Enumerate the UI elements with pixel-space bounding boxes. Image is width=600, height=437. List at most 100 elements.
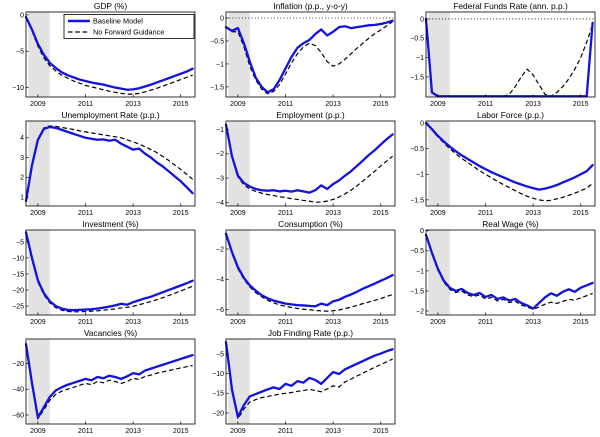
x-tick-label: 2013 — [125, 428, 141, 435]
x-tick-label: 2013 — [525, 319, 541, 326]
recession-band — [28, 339, 50, 424]
y-tick-label: −1.5 — [410, 197, 424, 204]
y-tick-label: 2 — [20, 175, 24, 182]
y-tick-label: −5 — [216, 351, 224, 358]
chart-title: Inflation (p.p., y-o-y) — [273, 1, 348, 11]
x-tick-label: 2011 — [478, 210, 493, 217]
x-tick-label: 2015 — [573, 101, 589, 108]
series-no-forward-guidance — [425, 234, 593, 310]
y-tick-label: 0 — [420, 16, 424, 23]
subplot-unemployment-rate-p-p: 2009 2011 2013 2015 4 3 2 1 Unemployment Rate (p… — [0, 110, 200, 219]
y-tick-label: −1 — [216, 127, 224, 134]
series-no-forward-guidance — [25, 232, 193, 313]
chart-title: Federal Funds Rate (ann. p.p.) — [453, 1, 568, 11]
series-no-forward-guidance — [425, 18, 594, 97]
y-tick-label: −20 — [212, 410, 224, 417]
recession-band — [428, 12, 450, 97]
subplot-labor-force-p-p: 2009 2011 2013 2015 0 −0.5 −1 −1.5 Labor Force (… — [400, 110, 600, 219]
x-tick-label: 2009 — [230, 210, 246, 217]
series-baseline-model — [224, 123, 394, 194]
chart-title: Real Wage (%) — [482, 219, 539, 229]
subplot-inflation-p-p-y-o-y: 2009 2011 2013 2015 0 −0.5 −1 −1.5 Inflation (p.… — [200, 1, 400, 110]
series-no-forward-guidance — [25, 344, 193, 420]
y-tick-label: −0.5 — [410, 146, 424, 153]
x-tick-label: 2015 — [373, 319, 389, 326]
chart-investment: 2009 2011 2013 2015 −5 −10 −15 −20 −25 Investment… — [12, 219, 196, 326]
x-tick-label: 2013 — [125, 210, 141, 217]
chart-title: Unemployment Rate (p.p.) — [61, 110, 159, 120]
x-tick-label: 2015 — [373, 428, 389, 435]
x-tick-label: 2009 — [30, 319, 46, 326]
y-tick-label: −2 — [216, 151, 224, 158]
y-tick-label: −1 — [416, 268, 424, 275]
y-tick-label: −0.5 — [410, 36, 424, 43]
legend-baseline-label: Baseline Model — [93, 16, 143, 25]
x-tick-label: 2009 — [430, 101, 446, 108]
chart-inflation-p-p-y-o-y: 2009 2011 2013 2015 0 −0.5 −1 −1.5 Inflation (p.… — [210, 1, 396, 108]
legend-box — [63, 14, 195, 39]
series-no-forward-guidance — [225, 124, 393, 203]
y-tick-label: −25 — [12, 303, 24, 310]
chart-gdp: 2009 2011 2013 2015 0 −5 −10 GDP (%) Baseline Mo… — [12, 1, 196, 108]
x-tick-label: 2013 — [325, 101, 341, 108]
subplot-job-finding-rate-p-p: 2009 2011 2013 2015 −5 −10 −15 −20 Job Finding R… — [200, 328, 400, 437]
y-tick-label: −0.5 — [410, 248, 424, 255]
y-tick-label: −4 — [216, 200, 224, 207]
axes-box — [225, 11, 396, 98]
x-tick-label: 2015 — [573, 210, 589, 217]
y-tick-label: −15 — [12, 271, 24, 278]
chart-title: Investment (%) — [82, 219, 139, 229]
subplot-real-wage: 2009 2011 2013 2015 0 −0.5 −1 −1.5 −2 Real Wage (… — [400, 219, 600, 328]
x-tick-label: 2013 — [125, 101, 141, 108]
x-tick-label: 2009 — [30, 428, 46, 435]
series-baseline-model — [424, 233, 594, 310]
y-tick-label: −5 — [16, 239, 24, 246]
series-no-forward-guidance — [25, 125, 194, 202]
axes-box — [225, 229, 396, 316]
series-baseline-model — [424, 17, 594, 98]
y-tick-label: −60 — [12, 412, 24, 419]
subplot-federal-funds-rate-ann-p-p: 2009 2011 2013 2015 0 −0.5 −1 −1.5 Federal Funds… — [400, 1, 600, 110]
y-tick-label: −20 — [12, 361, 24, 368]
y-tick-label: 1 — [20, 195, 24, 202]
y-tick-label: 3 — [20, 155, 24, 162]
axes-box — [225, 120, 396, 207]
subplot-employment-p-p: 2009 2011 2013 2015 −1 −2 −3 −4 Employment (p.p.… — [200, 110, 400, 219]
x-tick-label: 2009 — [230, 428, 246, 435]
chart-title: Employment (p.p.) — [276, 110, 345, 120]
y-tick-label: 0 — [420, 228, 424, 235]
chart-consumption: 2009 2011 2013 2015 −2 −4 −6 Consumption (%) — [216, 219, 396, 326]
subplot-gdp: 2009 2011 2013 2015 0 −5 −10 GDP (%) Baseline Mo… — [0, 1, 200, 110]
series-baseline-model — [424, 121, 594, 191]
series-no-forward-guidance — [225, 342, 393, 420]
axes-box — [425, 120, 596, 207]
axes-box — [25, 338, 196, 425]
recession-band — [228, 230, 250, 315]
recession-band — [228, 12, 250, 97]
recession-band — [428, 121, 450, 206]
y-tick-label: 0 — [220, 15, 224, 22]
x-tick-label: 2011 — [78, 101, 93, 108]
axes-box — [425, 229, 596, 316]
series-no-forward-guidance — [425, 122, 593, 202]
y-tick-label: −10 — [212, 371, 224, 378]
y-tick-label: −2 — [216, 246, 224, 253]
subplot-consumption: 2009 2011 2013 2015 −2 −4 −6 Consumption (%) — [200, 219, 400, 328]
series-baseline-model — [24, 15, 194, 91]
chart-title: GDP (%) — [94, 1, 128, 11]
series-baseline-model — [224, 340, 394, 419]
x-tick-label: 2009 — [230, 101, 246, 108]
x-tick-label: 2015 — [373, 101, 389, 108]
chart-title: Job Finding Rate (p.p.) — [268, 328, 353, 338]
subplot-investment: 2009 2011 2013 2015 −5 −10 −15 −20 −25 Investment… — [0, 219, 200, 328]
x-tick-label: 2013 — [125, 319, 141, 326]
x-tick-label: 2015 — [373, 210, 389, 217]
x-tick-label: 2015 — [173, 210, 189, 217]
y-tick-label: −1 — [416, 55, 424, 62]
recession-band — [228, 121, 250, 206]
x-tick-label: 2011 — [278, 210, 293, 217]
x-tick-label: 2011 — [478, 101, 493, 108]
x-tick-label: 2013 — [325, 319, 341, 326]
y-tick-label: −1.5 — [410, 74, 424, 81]
